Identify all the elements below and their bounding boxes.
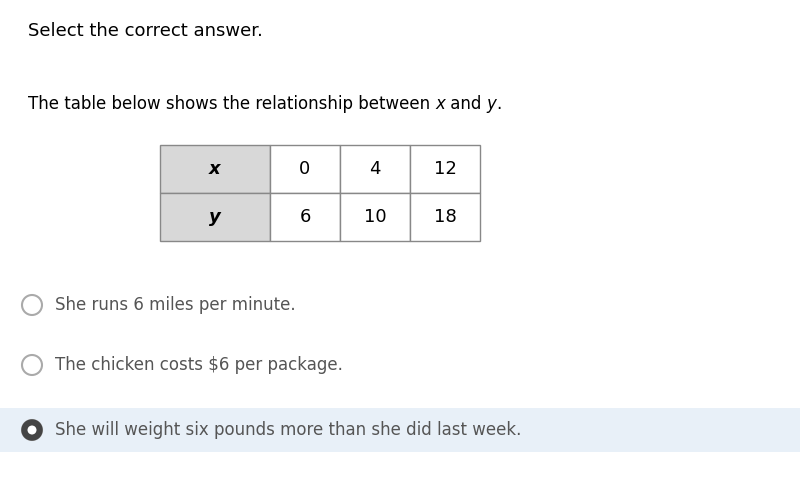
Text: She runs 6 miles per minute.: She runs 6 miles per minute. bbox=[55, 296, 296, 314]
Circle shape bbox=[27, 426, 37, 434]
Text: 18: 18 bbox=[434, 208, 456, 226]
Bar bbox=[270, 193, 340, 241]
Text: 10: 10 bbox=[364, 208, 386, 226]
Bar bbox=[270, 145, 340, 193]
Circle shape bbox=[22, 295, 42, 315]
Circle shape bbox=[22, 420, 42, 440]
Circle shape bbox=[22, 420, 42, 440]
Text: x: x bbox=[209, 160, 221, 178]
Bar bbox=[410, 145, 480, 193]
Bar bbox=[160, 145, 270, 193]
Bar bbox=[0, 408, 800, 452]
Text: y: y bbox=[209, 208, 221, 226]
Text: x: x bbox=[435, 95, 446, 113]
Text: y: y bbox=[487, 95, 497, 113]
Text: 12: 12 bbox=[434, 160, 457, 178]
Text: 0: 0 bbox=[299, 160, 310, 178]
Circle shape bbox=[22, 355, 42, 375]
Text: The table below shows the relationship between: The table below shows the relationship b… bbox=[28, 95, 435, 113]
Text: and: and bbox=[446, 95, 487, 113]
Text: Select the correct answer.: Select the correct answer. bbox=[28, 22, 263, 40]
Bar bbox=[160, 193, 270, 241]
Bar bbox=[340, 193, 410, 241]
Text: 4: 4 bbox=[370, 160, 381, 178]
Text: The chicken costs $6 per package.: The chicken costs $6 per package. bbox=[55, 356, 343, 374]
Bar bbox=[410, 193, 480, 241]
Bar bbox=[340, 145, 410, 193]
Text: .: . bbox=[497, 95, 502, 113]
Text: 6: 6 bbox=[299, 208, 310, 226]
Text: She will weight six pounds more than she did last week.: She will weight six pounds more than she… bbox=[55, 421, 522, 439]
